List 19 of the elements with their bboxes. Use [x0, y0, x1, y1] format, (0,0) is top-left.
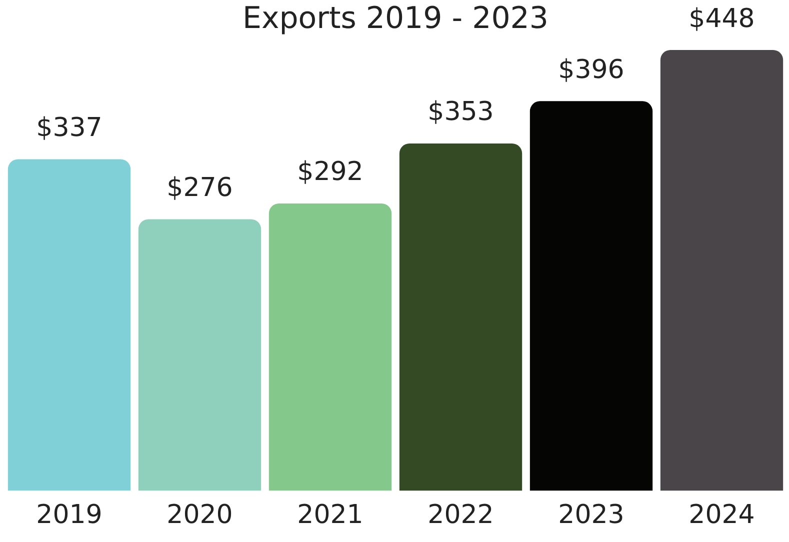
- data-label: $292: [297, 157, 364, 188]
- bar: [399, 143, 522, 491]
- x-tick-label: 2019: [36, 500, 102, 530]
- bar: [530, 101, 653, 491]
- data-label: $276: [166, 172, 233, 203]
- data-label: $396: [558, 54, 624, 85]
- bar: [268, 203, 392, 491]
- data-label: $448: [688, 4, 755, 34]
- data-label: $353: [428, 97, 494, 128]
- x-tick-label: 2022: [428, 500, 494, 530]
- bar: [138, 219, 262, 491]
- x-tick-label: 2020: [166, 500, 233, 530]
- data-label: $337: [36, 112, 102, 143]
- x-tick-label: 2024: [688, 500, 755, 530]
- x-tick-label: 2023: [558, 500, 624, 530]
- bar: [8, 159, 131, 491]
- x-tick-label: 2021: [297, 500, 364, 530]
- chart-title: Exports 2019 - 2023: [242, 0, 548, 36]
- bar: [660, 50, 784, 491]
